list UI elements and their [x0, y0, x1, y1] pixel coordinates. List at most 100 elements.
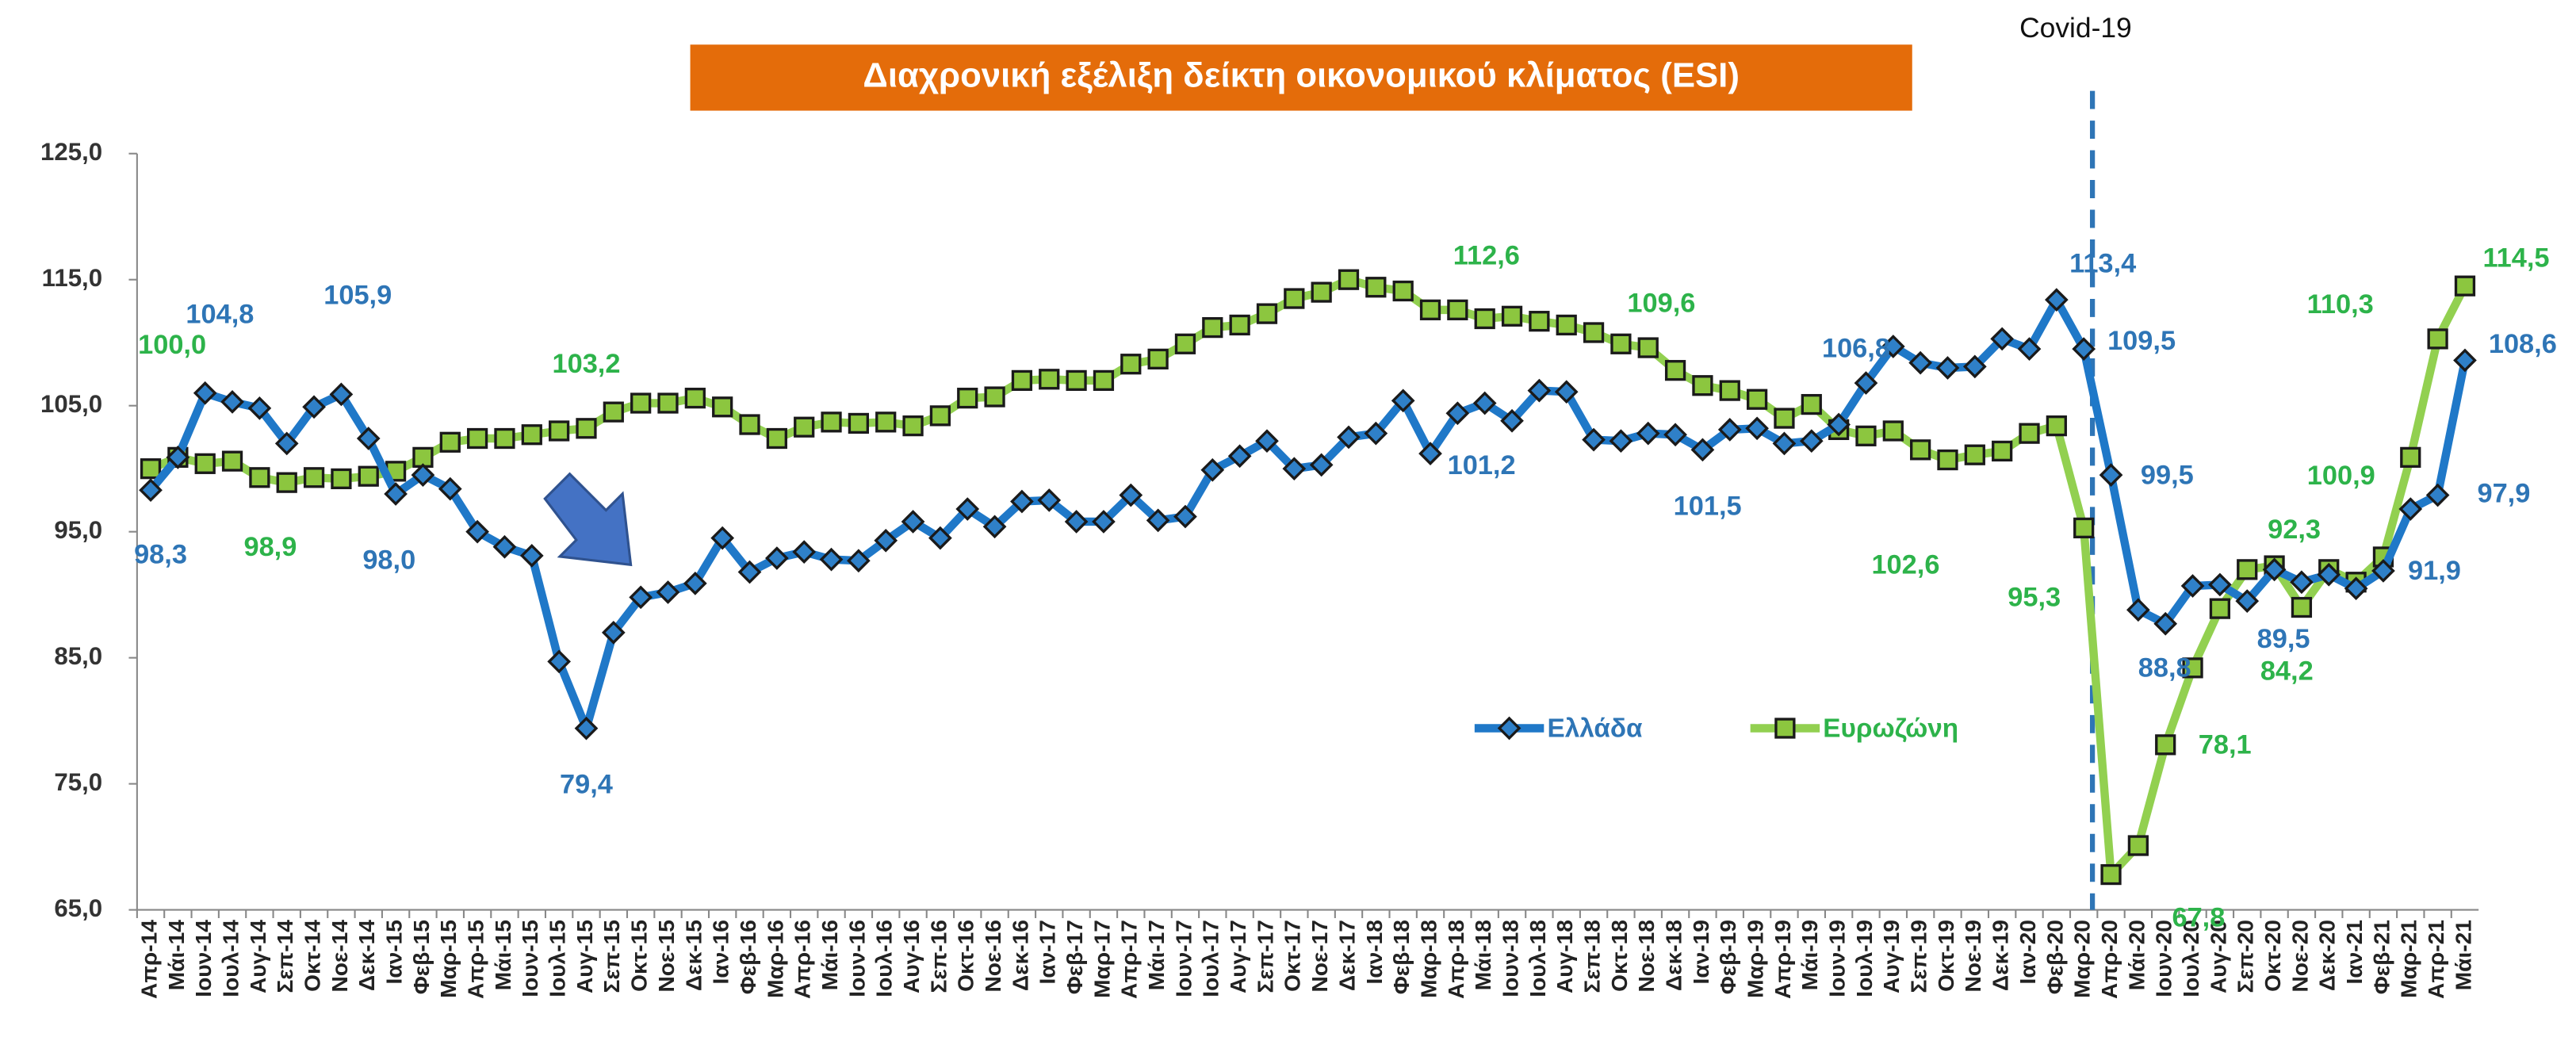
x-tick-label: Σεπ-18	[1579, 920, 1604, 993]
x-tick-label: Φεβ-21	[2369, 920, 2394, 994]
x-tick-label: Ιουν-17	[1171, 920, 1196, 997]
marker	[1039, 369, 1060, 390]
marker	[984, 386, 1005, 408]
marker	[1610, 333, 1632, 354]
x-tick-label: Αυγ-14	[246, 920, 270, 993]
marker	[847, 549, 871, 573]
marker	[2155, 734, 2176, 756]
data-label: 108,6	[2489, 329, 2557, 359]
x-tick-label: Οκτ-15	[627, 920, 652, 992]
marker	[1935, 356, 1960, 380]
x-tick-label: Μάι-17	[1144, 920, 1169, 990]
legend-item: Ελλάδα	[1474, 714, 1643, 743]
y-tick-label: 85,0	[54, 642, 102, 670]
marker	[1229, 314, 1250, 336]
marker	[1719, 380, 1740, 401]
marker	[1093, 369, 1115, 392]
marker	[874, 528, 898, 553]
marker	[549, 420, 570, 442]
marker	[1173, 504, 1197, 529]
x-tick-label: Δεκ-14	[354, 920, 379, 991]
marker	[1663, 423, 1687, 447]
x-tick-label: Απρ-17	[1117, 920, 1142, 999]
marker	[358, 465, 379, 487]
marker	[2427, 328, 2448, 350]
x-tick-label: Ιαν-19	[1689, 920, 1713, 984]
marker	[1855, 425, 1877, 446]
marker	[411, 463, 435, 487]
x-tick-label: Οκτ-17	[1280, 920, 1305, 992]
x-tick-label: Μαρ-20	[2070, 920, 2095, 998]
x-tick-label: Ιουν-19	[1825, 920, 1850, 997]
x-tick-label: Αυγ-16	[899, 920, 924, 993]
marker	[1337, 425, 1361, 450]
data-label: 114,5	[2482, 243, 2549, 273]
marker	[1801, 393, 1822, 415]
data-label: 92,3	[2268, 515, 2321, 545]
marker	[2209, 598, 2231, 619]
marker	[384, 482, 408, 506]
marker	[521, 424, 542, 446]
x-tick-label: Ιουν-20	[2152, 920, 2176, 997]
marker	[139, 478, 163, 503]
x-tick-label: Ιαν-15	[382, 920, 407, 984]
series	[140, 269, 2476, 886]
marker	[574, 716, 599, 741]
data-label: 105,9	[323, 281, 392, 311]
marker	[1910, 439, 1931, 461]
marker	[929, 405, 951, 427]
marker	[1418, 442, 1442, 465]
data-label: 112,6	[1453, 240, 1520, 270]
x-tick-label: Οκτ-14	[300, 920, 324, 992]
x-tick-label: Οκτ-20	[2260, 920, 2285, 992]
marker	[2454, 275, 2476, 297]
marker	[848, 412, 869, 434]
x-tick-label: Ιουν-15	[518, 920, 542, 997]
marker	[466, 427, 488, 450]
x-tick-label: Σεπ-14	[273, 920, 297, 993]
marker	[2400, 446, 2421, 468]
data-label: 102,6	[1871, 549, 1939, 580]
marker	[765, 546, 789, 570]
marker	[166, 446, 190, 469]
annotation: Covid-19	[2019, 12, 2132, 44]
marker	[1908, 350, 1932, 375]
marker	[1556, 314, 1577, 336]
marker	[1854, 371, 1878, 395]
y-tick-label: 125,0	[40, 138, 102, 166]
marker	[1583, 322, 1605, 343]
x-tick-label: Σεπ-20	[2233, 920, 2258, 993]
marker	[902, 415, 924, 437]
data-label: 78,1	[2199, 729, 2252, 760]
x-tick-label: Σεπ-17	[1253, 920, 1277, 993]
x-tick-label: Φεβ-16	[736, 920, 760, 994]
x-tick-label: Φεβ-20	[2042, 920, 2067, 994]
x-tick-label: Αυγ-20	[2206, 920, 2230, 993]
x-tick-label: Νοε-14	[327, 920, 352, 993]
x-tick-label: Σεπ-15	[599, 920, 624, 993]
x-tick-label: Αυγ-19	[1879, 920, 1904, 993]
x-tick-label: Απρ-21	[2424, 920, 2448, 999]
data-label: 99,5	[2141, 460, 2194, 490]
x-tick-label: Απρ-18	[1444, 920, 1468, 999]
marker	[603, 401, 624, 423]
marker	[1311, 281, 1332, 303]
marker	[1964, 444, 1985, 465]
marker	[1309, 453, 1334, 477]
marker	[766, 427, 787, 450]
marker	[794, 416, 815, 438]
x-tick-label: Μάι-21	[2451, 920, 2475, 990]
marker	[1664, 360, 1686, 381]
marker	[2127, 835, 2149, 856]
marker	[1200, 457, 1225, 482]
x-tick-label: Μάι-16	[817, 920, 842, 990]
marker	[2017, 337, 2042, 361]
marker	[821, 411, 842, 433]
x-tick-label: Μάι-15	[491, 920, 515, 990]
x-tick-label: Ιουν-14	[191, 920, 216, 997]
marker	[465, 519, 489, 544]
marker	[2453, 348, 2477, 373]
marker	[1064, 510, 1089, 534]
marker	[2398, 497, 2423, 521]
x-tick-label: Αυγ-18	[1552, 920, 1577, 993]
